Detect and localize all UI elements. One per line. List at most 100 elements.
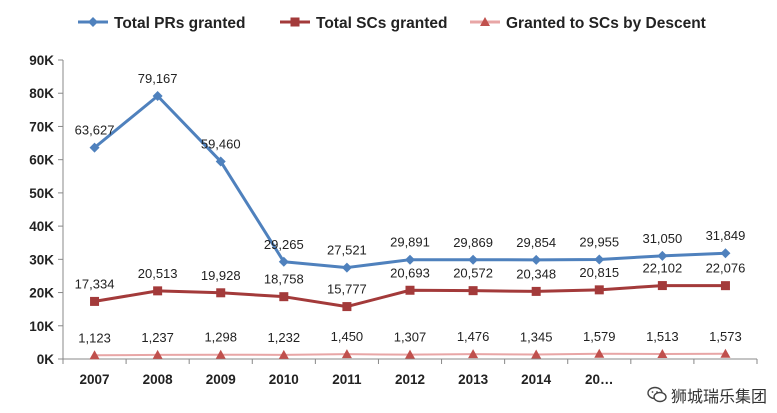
axes: 0K 10K 20K 30K 40K 50K 60K 70K 80K 90K 2007 2008 200…: [29, 53, 758, 387]
data-point: [216, 288, 226, 298]
data-point: [657, 250, 668, 261]
data-label: 20,572: [453, 266, 493, 281]
x-tick-label: 2007: [80, 372, 110, 387]
series-3: [89, 348, 731, 360]
data-point: [278, 349, 289, 359]
data-label: 29,955: [579, 234, 619, 249]
data-label: 22,102: [642, 261, 682, 276]
data-label: 29,891: [390, 235, 430, 250]
data-label: 29,265: [264, 237, 304, 252]
y-tick-label: 0K: [37, 352, 55, 367]
data-point: [215, 349, 226, 359]
data-point: [341, 349, 352, 359]
legend-marker: [88, 17, 98, 27]
data-point: [531, 349, 542, 359]
data-point: [341, 262, 352, 273]
x-tick-label: 2009: [206, 372, 236, 387]
y-tick-label: 30K: [29, 252, 54, 267]
data-point: [468, 349, 479, 359]
series-1: [89, 90, 731, 273]
data-point: [468, 254, 479, 265]
data-label: 59,460: [201, 136, 241, 151]
legend-marker: [290, 17, 300, 27]
data-point: [531, 286, 541, 296]
data-point: [342, 302, 352, 312]
x-tick-label: 2014: [521, 372, 552, 387]
x-tick-label: 2012: [395, 372, 425, 387]
data-point: [531, 254, 542, 265]
data-label: 1,307: [394, 330, 427, 345]
y-tick-label: 80K: [29, 86, 54, 101]
data-label: 20,815: [579, 265, 619, 280]
data-point: [90, 296, 100, 306]
data-label: 1,345: [520, 330, 553, 345]
y-tick-label: 70K: [29, 119, 54, 134]
data-point: [89, 350, 100, 360]
data-label: 22,076: [706, 261, 746, 276]
legend-marker: [480, 17, 490, 26]
data-label: 17,334: [75, 276, 115, 291]
wechat-icon: [647, 386, 667, 403]
data-label: 20,513: [138, 266, 178, 281]
data-point: [720, 248, 731, 259]
data-point: [468, 286, 478, 296]
y-tick-label: 20K: [29, 286, 54, 301]
data-point: [657, 281, 667, 291]
data-label: 31,849: [706, 228, 746, 243]
data-point: [152, 349, 163, 359]
data-label: 20,693: [390, 265, 430, 280]
y-tick-label: 50K: [29, 186, 54, 201]
data-label: 29,869: [453, 235, 493, 250]
data-label: 27,521: [327, 243, 367, 258]
data-point: [594, 348, 605, 358]
data-point: [215, 156, 226, 167]
legend-label: Granted to SCs by Descent: [506, 15, 706, 32]
x-tick-label: 20…: [585, 372, 614, 387]
legend-label: Total SCs granted: [316, 15, 447, 32]
data-label: 31,050: [642, 231, 682, 246]
x-tick-label: 2013: [458, 372, 489, 387]
series-2: [90, 281, 730, 312]
x-tick-label: 2010: [269, 372, 299, 387]
data-point: [594, 285, 604, 295]
data-label: 1,237: [141, 330, 174, 345]
x-tick-label: 2011: [332, 372, 362, 387]
data-point: [152, 90, 163, 101]
data-label: 79,167: [138, 71, 178, 86]
series-layer: [89, 90, 731, 360]
data-label: 29,854: [516, 235, 556, 250]
data-label: 1,513: [646, 329, 679, 344]
data-point: [594, 254, 605, 265]
data-label: 1,298: [204, 330, 237, 345]
data-label: 1,579: [583, 329, 616, 344]
data-label: 1,573: [709, 329, 742, 344]
data-label: 15,777: [327, 282, 367, 297]
data-point: [153, 286, 163, 296]
data-point: [279, 292, 289, 302]
data-point: [278, 256, 289, 267]
data-label: 19,928: [201, 268, 241, 283]
watermark: 狮城瑞乐集团: [644, 383, 769, 407]
data-label: 1,123: [78, 330, 111, 345]
data-labels: 63,627 79,167 59,460 29,265 27,521 29,891 29,8…: [75, 71, 746, 345]
x-tick-label: 2008: [143, 372, 174, 387]
y-tick-label: 40K: [29, 219, 54, 234]
data-label: 1,232: [268, 330, 301, 345]
watermark-text: 狮城瑞乐集团: [670, 387, 767, 406]
data-point: [405, 349, 415, 359]
legend-label: Total PRs granted: [114, 15, 245, 32]
y-tick-label: 10K: [29, 319, 54, 334]
y-tick-label: 90K: [29, 53, 54, 68]
data-label: 1,450: [331, 329, 364, 344]
data-label: 1,476: [457, 329, 490, 344]
data-point: [720, 348, 731, 358]
data-point: [405, 254, 415, 265]
legend: Total PRs granted Total SCs granted Grante…: [78, 15, 706, 32]
data-label: 18,758: [264, 272, 304, 287]
y-tick-label: 60K: [29, 153, 54, 168]
data-label: 20,348: [516, 266, 556, 281]
data-label: 63,627: [75, 123, 115, 138]
data-point: [405, 285, 415, 295]
data-point: [720, 281, 730, 291]
